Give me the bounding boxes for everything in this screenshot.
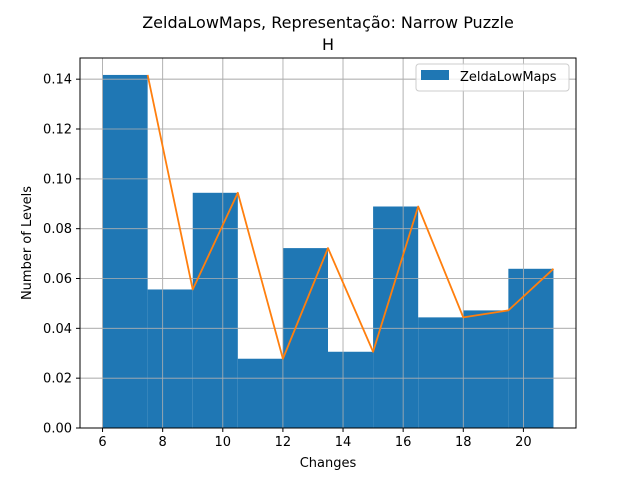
trend-line (146, 74, 555, 360)
x-tick-label: 6 (98, 435, 106, 450)
y-tick-label: 0.08 (43, 222, 72, 237)
x-axis-label: Changes (300, 456, 357, 471)
histogram-bar (282, 248, 328, 428)
y-tick-label: 0.00 (43, 422, 72, 437)
y-tick-label: 0.12 (43, 123, 72, 138)
series-line (146, 74, 555, 360)
y-tick-label: 0.10 (43, 172, 72, 187)
chart-subtitle: H (322, 35, 334, 54)
histogram-bar (102, 74, 148, 429)
legend-label: ZeldaLowMaps (460, 70, 557, 85)
x-tick-label: 8 (159, 435, 167, 450)
plot-frame (79, 57, 577, 429)
x-tick-label: 14 (335, 435, 352, 450)
y-tick-label: 0.06 (43, 272, 72, 287)
x-tick-label: 16 (395, 435, 412, 450)
histogram-bars (80, 58, 576, 429)
chart-title: ZeldaLowMaps, Representação: Narrow Puzz… (142, 13, 514, 32)
histogram-bar (508, 268, 554, 428)
legend-frame (415, 63, 570, 92)
histogram-bar (418, 317, 464, 428)
x-tick-label: 10 (215, 435, 232, 450)
histogram-bar (463, 310, 509, 428)
x-tick-label: 18 (455, 435, 472, 450)
histogram-bar (373, 206, 419, 428)
y-tick-label: 0.04 (43, 322, 72, 337)
legend: ZeldaLowMaps (415, 63, 570, 92)
histogram-bar (237, 358, 283, 428)
histogram-bar (328, 351, 374, 428)
x-tick-label: 20 (515, 435, 532, 450)
axes (79, 57, 577, 429)
legend-swatch (421, 70, 449, 80)
y-axis-label: Number of Levels (20, 186, 35, 300)
histogram-bar (147, 289, 193, 428)
y-tick-label: 0.14 (43, 73, 72, 88)
x-tick-label: 12 (275, 435, 292, 450)
y-tick-label: 0.02 (43, 372, 72, 387)
histogram-bar (192, 192, 238, 428)
tick-labels: 6 8 10 12 14 16 18 20 0.00 0.02 0.04 0.06 0.08 0.10 0.… (43, 73, 532, 450)
